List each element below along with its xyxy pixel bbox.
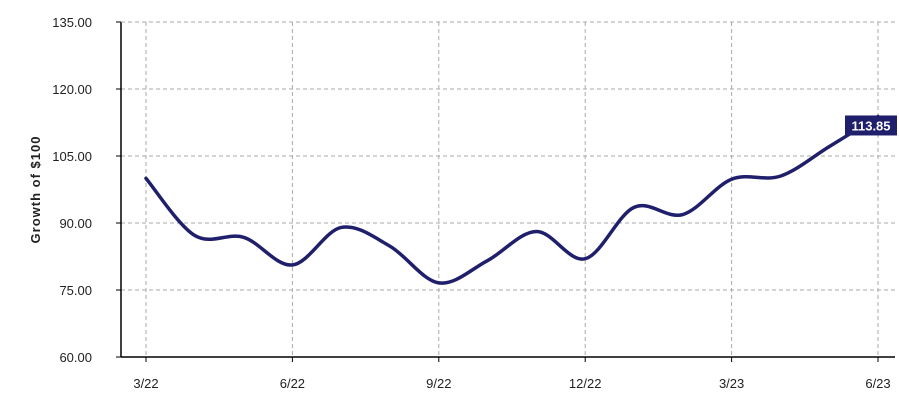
end-value-label-background [845,115,897,136]
y-tick-label: 90.00 [59,216,92,231]
x-tick-labels: 3/22 6/22 9/22 12/22 3/23 6/23 [133,357,891,391]
axis-layer [120,21,895,358]
series-line [144,114,880,285]
x-tick-label: 6/23 [865,376,890,391]
y-tick-labels: 60.00 75.00 90.00 105.00 120.00 135.00 [52,15,121,365]
y-tick-label: 75.00 [59,283,92,298]
end-value-label-text: 113.85 [851,118,890,133]
x-tick-label: 6/22 [280,376,305,391]
x-tick-label: 9/22 [426,376,451,391]
x-tick-label: 3/23 [719,376,744,391]
y-tick-label: 105.00 [52,149,92,164]
x-tick-label: 12/22 [569,376,602,391]
y-tick-label: 120.00 [52,82,92,97]
y-axis-title: Growth of $100 [28,136,43,244]
x-tick-label: 3/22 [133,376,158,391]
grid-layer [121,21,895,357]
series-layer [144,114,880,285]
end-value-label: 113.85 [845,115,897,136]
y-tick-label: 135.00 [52,15,92,30]
y-tick-label: 60.00 [59,350,92,365]
